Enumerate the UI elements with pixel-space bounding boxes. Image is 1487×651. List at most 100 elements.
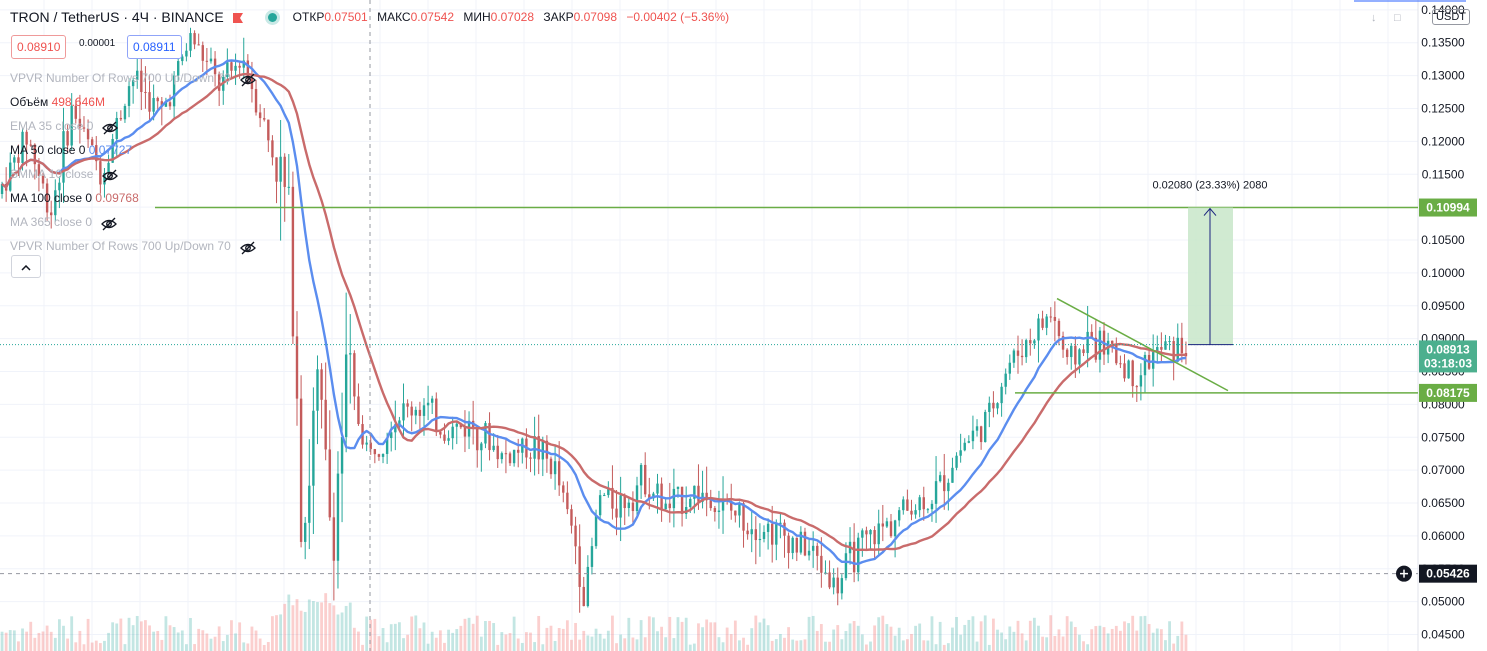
volume-bar — [438, 630, 442, 651]
volume-bar — [340, 612, 344, 651]
volume-bar — [53, 637, 57, 651]
legend-vpvr-bottom[interactable]: VPVR Number Of Rows 700 Up/Down 70 — [10, 234, 257, 258]
candle-body — [1094, 337, 1098, 360]
candle-body — [308, 485, 311, 523]
volume-bar — [1159, 629, 1163, 651]
candle-body — [955, 455, 958, 468]
volume-bar — [295, 599, 299, 651]
eye-hidden-icon[interactable] — [101, 119, 119, 135]
candle-body — [476, 427, 479, 451]
legend-ma100[interactable]: MA 100 close 0 0.09768 — [10, 186, 257, 210]
volume-bar — [672, 638, 676, 651]
volume-bar — [963, 624, 967, 651]
legend-ma365-label: MA 365 close 0 — [10, 215, 93, 229]
close-label: ЗАКР — [543, 10, 574, 24]
volume-bar — [537, 615, 541, 651]
candle-body — [1090, 331, 1093, 338]
candle-body — [123, 105, 127, 120]
legend-ma100-label: MA 100 close 0 — [10, 191, 93, 205]
candle-body — [422, 405, 426, 416]
square-icon[interactable]: □ — [1394, 12, 1401, 24]
volume-bar — [922, 640, 926, 651]
volume-bar — [684, 617, 688, 651]
candle-body — [312, 410, 315, 486]
volume-bar — [70, 616, 74, 651]
candle-body — [943, 475, 946, 492]
volume-bar — [496, 644, 500, 651]
candle-body — [271, 140, 274, 158]
candle-body — [984, 411, 987, 443]
volume-bar — [484, 621, 487, 651]
candle-body — [672, 488, 676, 509]
low-label: МИН — [463, 10, 491, 24]
candle-body — [1024, 340, 1028, 358]
volume-bar — [611, 615, 614, 651]
legend-smma[interactable]: SMMA 10 close — [10, 162, 257, 186]
volume-bar — [1008, 626, 1012, 651]
arrow-down-icon[interactable]: ↓ — [1371, 12, 1377, 24]
current-price-tag-bg — [1419, 340, 1477, 373]
volume-bar — [74, 642, 78, 651]
eye-hidden-icon[interactable] — [239, 239, 257, 255]
candle-body — [816, 545, 819, 556]
symbol-title[interactable]: TRON / TetherUS · 4Ч · BINANCE — [10, 9, 224, 25]
candle-body — [934, 481, 938, 504]
candle-body — [283, 156, 286, 187]
volume-bar — [225, 634, 229, 651]
volume-bar — [103, 640, 106, 651]
candle-body — [779, 522, 782, 525]
candle-body — [877, 523, 880, 545]
candle-body — [78, 118, 82, 128]
plus-icon — [1400, 569, 1408, 578]
candle-body — [840, 578, 844, 594]
legend-volume-label: Объём — [10, 95, 49, 109]
volume-bar — [135, 615, 139, 651]
legend-ma50[interactable]: MA 50 close 0 0.07727 — [10, 138, 257, 162]
candle-body — [562, 485, 565, 493]
volume-bar — [676, 617, 680, 651]
candle-body — [1074, 345, 1077, 365]
candle-body — [824, 572, 827, 574]
volume-bar — [549, 625, 553, 651]
candle-body — [885, 521, 889, 527]
volume-bar — [828, 641, 831, 651]
volume-bar — [1004, 639, 1008, 651]
candle-body — [918, 497, 921, 511]
collapse-legend-button[interactable] — [11, 255, 41, 278]
eye-hidden-icon[interactable] — [100, 215, 118, 231]
candle-body — [529, 457, 532, 459]
candle-body — [717, 510, 721, 513]
sell-price-button[interactable]: 0.08910 — [11, 35, 67, 59]
volume-bar — [184, 644, 188, 651]
legend-volume[interactable]: Объём 498.646M — [10, 90, 257, 114]
volume-bar — [119, 618, 123, 651]
legend-ema[interactable]: EMA 35 close 0 — [10, 114, 257, 138]
candle-body — [566, 492, 569, 510]
volume-bar — [951, 627, 954, 651]
legend-ma365[interactable]: MA 365 close 0 — [10, 210, 257, 234]
candle-body — [508, 453, 512, 464]
currency-label[interactable]: USDT — [1432, 9, 1470, 25]
candle-body — [291, 186, 295, 337]
add-alert-button[interactable] — [1396, 565, 1412, 582]
candle-body — [639, 464, 643, 486]
candle-body — [320, 369, 323, 400]
eye-hidden-icon[interactable] — [101, 167, 119, 183]
flag-icon[interactable] — [232, 11, 244, 23]
candle-body — [705, 492, 708, 501]
volume-bar — [311, 601, 315, 651]
candle-body — [394, 424, 397, 433]
eye-hidden-icon[interactable] — [239, 71, 257, 87]
candle-body — [893, 520, 897, 537]
candle-body — [41, 175, 45, 184]
volume-bar — [955, 617, 958, 651]
volume-bar — [570, 639, 573, 651]
legend-vpvr-top[interactable]: VPVR Number Of Rows 700 Up/Down 70 — [10, 66, 257, 90]
volume-bar — [201, 630, 205, 651]
candle-body — [1180, 337, 1184, 354]
volume-bar — [213, 636, 217, 651]
buy-price-button[interactable]: 0.08911 — [127, 35, 182, 59]
volume-bar — [422, 622, 426, 651]
candle-body — [504, 453, 508, 455]
